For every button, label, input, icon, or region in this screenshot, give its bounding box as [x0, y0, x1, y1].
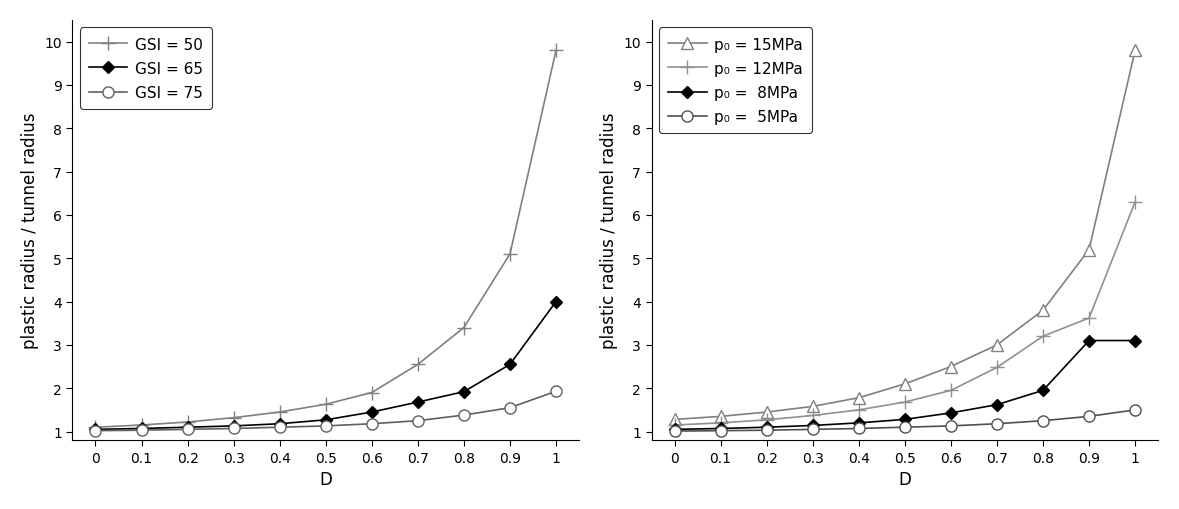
p₀ =  5MPa: [990, 421, 1005, 427]
GSI = 50: [503, 251, 518, 258]
GSI = 75: [456, 412, 470, 418]
GSI = 75: [134, 428, 149, 434]
Legend: GSI = 50, GSI = 65, GSI = 75: GSI = 50, GSI = 65, GSI = 75: [80, 29, 212, 110]
p₀ =  5MPa: [713, 428, 727, 434]
p₀ =  8MPa: [851, 420, 865, 426]
GSI = 50: [456, 325, 470, 331]
p₀ = 12MPa: [990, 364, 1005, 371]
Y-axis label: plastic radius / tunnel radius: plastic radius / tunnel radius: [21, 112, 39, 349]
Y-axis label: plastic radius / tunnel radius: plastic radius / tunnel radius: [600, 112, 618, 349]
p₀ = 12MPa: [713, 420, 727, 426]
p₀ =  8MPa: [897, 416, 911, 422]
GSI = 65: [549, 299, 564, 305]
p₀ = 15MPa: [713, 413, 727, 419]
p₀ = 15MPa: [667, 416, 681, 422]
GSI = 50: [226, 415, 241, 421]
GSI = 75: [410, 418, 424, 424]
GSI = 75: [318, 423, 332, 429]
p₀ =  5MPa: [851, 426, 865, 432]
GSI = 75: [364, 421, 378, 427]
p₀ =  5MPa: [944, 423, 959, 429]
p₀ =  5MPa: [1036, 418, 1050, 424]
p₀ = 12MPa: [944, 387, 959, 393]
p₀ =  8MPa: [1128, 338, 1142, 344]
GSI = 75: [88, 428, 103, 434]
p₀ =  5MPa: [667, 428, 681, 434]
p₀ = 15MPa: [1036, 307, 1050, 314]
GSI = 50: [272, 409, 286, 415]
Line: p₀ = 15MPa: p₀ = 15MPa: [668, 45, 1141, 425]
GSI = 65: [318, 417, 332, 423]
GSI = 65: [88, 427, 103, 433]
X-axis label: D: D: [320, 470, 332, 488]
GSI = 50: [88, 425, 103, 431]
p₀ = 12MPa: [1082, 315, 1096, 321]
GSI = 75: [272, 425, 286, 431]
GSI = 50: [180, 419, 195, 425]
p₀ = 12MPa: [1036, 333, 1050, 340]
GSI = 65: [134, 426, 149, 432]
GSI = 75: [226, 426, 241, 432]
Line: p₀ =  5MPa: p₀ = 5MPa: [668, 405, 1141, 437]
p₀ =  5MPa: [805, 427, 819, 433]
GSI = 65: [272, 421, 286, 427]
p₀ =  8MPa: [990, 402, 1005, 408]
p₀ = 12MPa: [759, 417, 773, 423]
Line: GSI = 65: GSI = 65: [91, 298, 560, 434]
p₀ = 15MPa: [990, 342, 1005, 348]
p₀ = 12MPa: [897, 399, 911, 405]
GSI = 75: [503, 405, 518, 411]
GSI = 50: [318, 402, 332, 408]
GSI = 75: [180, 427, 195, 433]
p₀ =  8MPa: [713, 426, 727, 432]
GSI = 50: [410, 361, 424, 367]
p₀ =  8MPa: [1082, 338, 1096, 344]
GSI = 65: [503, 361, 518, 367]
p₀ = 15MPa: [805, 404, 819, 410]
GSI = 65: [180, 425, 195, 431]
GSI = 50: [549, 48, 564, 54]
p₀ =  5MPa: [897, 425, 911, 431]
p₀ =  8MPa: [944, 410, 959, 416]
p₀ = 12MPa: [1128, 200, 1142, 206]
p₀ = 15MPa: [944, 364, 959, 370]
Line: GSI = 75: GSI = 75: [90, 386, 561, 436]
p₀ = 12MPa: [805, 413, 819, 419]
p₀ =  5MPa: [1128, 407, 1142, 413]
Line: GSI = 50: GSI = 50: [88, 44, 564, 434]
p₀ = 12MPa: [851, 407, 865, 413]
p₀ = 15MPa: [759, 409, 773, 415]
p₀ = 15MPa: [851, 395, 865, 401]
p₀ = 15MPa: [1128, 48, 1142, 54]
GSI = 65: [364, 409, 378, 415]
p₀ =  8MPa: [759, 425, 773, 431]
GSI = 50: [134, 422, 149, 428]
Line: p₀ = 12MPa: p₀ = 12MPa: [667, 195, 1142, 432]
GSI = 65: [410, 399, 424, 405]
p₀ =  8MPa: [667, 427, 681, 433]
Legend: p₀ = 15MPa, p₀ = 12MPa, p₀ =  8MPa, p₀ =  5MPa: p₀ = 15MPa, p₀ = 12MPa, p₀ = 8MPa, p₀ = …: [659, 29, 812, 134]
Line: p₀ =  8MPa: p₀ = 8MPa: [671, 336, 1139, 434]
GSI = 50: [364, 390, 378, 396]
p₀ = 15MPa: [1082, 247, 1096, 253]
p₀ =  5MPa: [759, 428, 773, 434]
p₀ =  8MPa: [805, 422, 819, 429]
p₀ =  8MPa: [1036, 387, 1050, 393]
GSI = 75: [549, 388, 564, 394]
p₀ = 12MPa: [667, 422, 681, 428]
GSI = 65: [226, 423, 241, 429]
GSI = 65: [456, 389, 470, 395]
p₀ = 15MPa: [897, 381, 911, 387]
X-axis label: D: D: [898, 470, 911, 488]
p₀ =  5MPa: [1082, 413, 1096, 419]
